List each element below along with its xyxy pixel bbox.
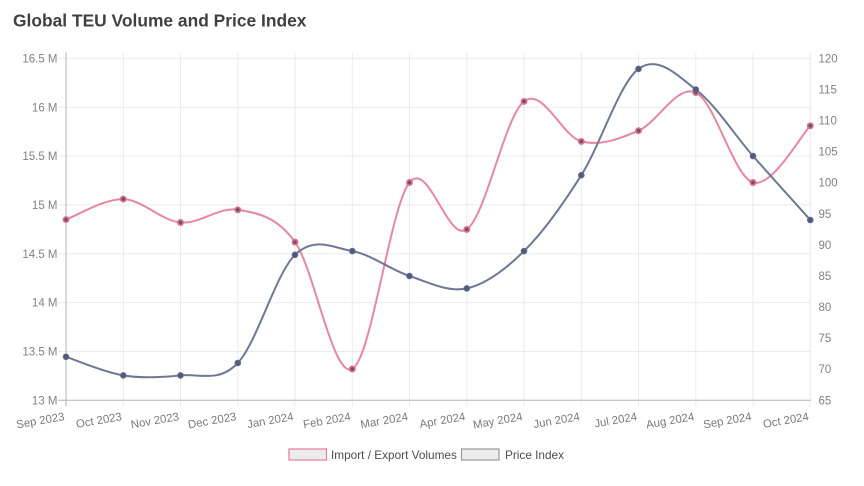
- svg-text:16.5 M: 16.5 M: [22, 53, 57, 65]
- svg-text:95: 95: [819, 209, 832, 221]
- svg-text:14 M: 14 M: [32, 298, 58, 310]
- svg-text:Global TEU Volume and Price In: Global TEU Volume and Price Index: [13, 11, 307, 31]
- svg-text:13 M: 13 M: [32, 395, 58, 407]
- svg-text:105: 105: [819, 147, 838, 159]
- svg-text:70: 70: [819, 364, 832, 376]
- svg-text:Import / Export Volumes: Import / Export Volumes: [331, 448, 457, 462]
- svg-text:13.5 M: 13.5 M: [22, 347, 57, 359]
- svg-text:16 M: 16 M: [32, 102, 58, 114]
- svg-text:14.5 M: 14.5 M: [22, 249, 57, 261]
- svg-text:80: 80: [819, 302, 832, 314]
- svg-text:115: 115: [819, 85, 837, 97]
- svg-text:15 M: 15 M: [32, 200, 58, 212]
- svg-text:100: 100: [819, 178, 838, 190]
- svg-text:Price Index: Price Index: [505, 448, 564, 462]
- svg-text:120: 120: [819, 53, 838, 65]
- svg-text:65: 65: [819, 395, 832, 407]
- svg-text:110: 110: [819, 116, 837, 128]
- svg-text:15.5 M: 15.5 M: [22, 151, 57, 163]
- svg-text:75: 75: [819, 333, 832, 345]
- svg-text:85: 85: [819, 271, 832, 283]
- svg-text:90: 90: [819, 240, 832, 252]
